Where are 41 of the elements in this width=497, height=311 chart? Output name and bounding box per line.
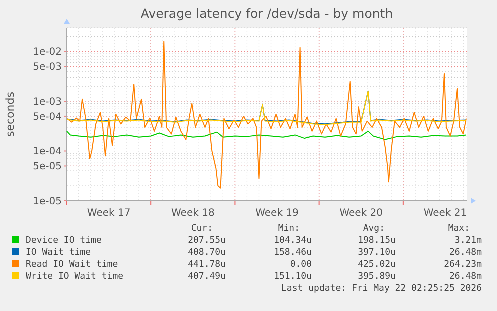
text: 198.15u xyxy=(358,236,396,246)
y-tick-label: 1e-02 xyxy=(33,47,62,58)
y-tick-label: 5e-05 xyxy=(33,162,62,173)
y-tick-label: 1e-04 xyxy=(33,146,62,158)
y-axis-title: seconds xyxy=(4,92,17,137)
text: 151.10u xyxy=(274,272,312,282)
legend-label: Read IO Wait time xyxy=(26,260,118,270)
text: 0.00 xyxy=(290,260,312,270)
legend-label: Device IO time xyxy=(26,236,102,246)
chart-title: Average latency for /dev/sda - by month xyxy=(140,6,394,21)
x-tick-label: Week 20 xyxy=(340,208,384,219)
text: 264.23m xyxy=(444,260,482,270)
legend-label: Write IO Wait time xyxy=(26,272,124,282)
x-tick-label: Week 17 xyxy=(87,208,131,219)
text: 408.70u xyxy=(188,248,226,258)
text: Avg: xyxy=(363,224,385,234)
x-tick-label: Week 21 xyxy=(424,208,468,219)
line-series xyxy=(66,41,467,189)
text: 207.55u xyxy=(188,236,226,246)
text: 158.46u xyxy=(274,248,312,258)
text: 407.49u xyxy=(188,272,226,282)
text: 26.48m xyxy=(449,272,482,282)
y-tick-label: 1e-05 xyxy=(33,196,62,208)
y-tick-label: 1e-03 xyxy=(33,96,62,108)
x-tick-label: Week 19 xyxy=(256,208,299,219)
text: 3.21m xyxy=(454,236,482,246)
text: Last update: Fri May 22 02:25:25 2026 xyxy=(282,284,482,294)
text: Max: xyxy=(448,224,470,234)
legend-label: IO Wait time xyxy=(26,248,92,258)
text: 26.48m xyxy=(449,248,482,258)
text: 441.78u xyxy=(188,260,226,270)
text: Min: xyxy=(278,224,300,234)
text: 397.10u xyxy=(358,248,396,258)
text: 395.89u xyxy=(358,272,396,282)
y-tick-label: 5e-03 xyxy=(33,62,62,74)
y-tick-label: 5e-04 xyxy=(33,112,62,123)
line-series xyxy=(66,130,467,140)
x-tick-label: Week 18 xyxy=(172,208,215,219)
text: 425.02u xyxy=(358,260,396,270)
text: 104.34u xyxy=(274,236,312,246)
text: Cur: xyxy=(191,224,213,234)
